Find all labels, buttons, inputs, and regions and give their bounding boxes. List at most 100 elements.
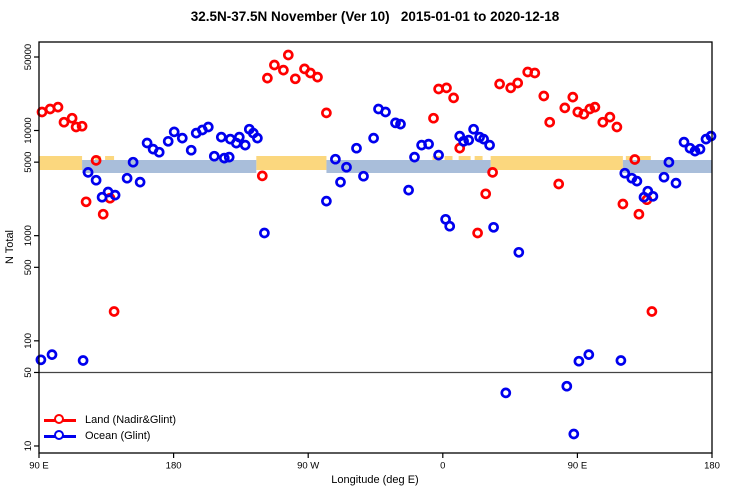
data-point-ocean	[127, 156, 139, 168]
legend-label-land: Land (Nadir&Glint)	[85, 414, 177, 426]
x-tick-label: 180	[166, 461, 182, 472]
y-axis-label: N Total	[4, 229, 16, 265]
data-point-ocean	[615, 355, 627, 366]
data-point-land	[269, 59, 280, 71]
data-point-ocean	[561, 380, 573, 392]
data-point-land	[505, 82, 517, 94]
data-point-land	[58, 116, 70, 128]
data-point-ocean	[358, 170, 369, 182]
data-point-ocean	[670, 177, 682, 189]
data-point-land	[70, 121, 82, 133]
x-tick-label: 90 W	[297, 461, 319, 472]
data-point-ocean	[77, 355, 89, 366]
data-point-land	[604, 111, 616, 123]
data-point-ocean	[90, 174, 102, 186]
data-point-ocean	[403, 184, 414, 196]
legend-item-land: Land (Nadir&Glint)	[44, 412, 176, 428]
data-point-ocean	[233, 131, 245, 143]
data-point-ocean	[409, 151, 420, 163]
data-point-ocean	[202, 121, 214, 133]
legend-label-ocean: Ocean (Glint)	[85, 430, 151, 442]
data-point-ocean	[335, 176, 346, 188]
data-point-land	[529, 67, 541, 79]
y-tick-label: 500	[23, 259, 34, 275]
y-tick-label: 50	[23, 367, 34, 378]
data-point-land	[584, 103, 596, 115]
data-point-land	[321, 107, 332, 119]
data-point-ocean	[619, 167, 631, 179]
data-point-ocean	[583, 349, 595, 360]
data-point-land	[629, 154, 641, 165]
ocean-series-marker-icon	[44, 430, 76, 442]
data-point-ocean	[631, 175, 643, 187]
data-point-ocean	[223, 151, 235, 163]
x-tick-label: 90 E	[29, 461, 49, 472]
data-point-ocean	[705, 130, 717, 142]
data-point-land	[66, 112, 78, 124]
data-point-land	[589, 101, 601, 113]
data-point-ocean	[484, 139, 495, 151]
plot-box	[38, 41, 713, 454]
x-axis-label: Longitude (deg E)	[331, 474, 419, 486]
ocean-band-segment	[82, 160, 257, 173]
data-point-ocean	[568, 428, 580, 440]
data-point-land	[289, 73, 301, 85]
data-point-ocean	[458, 135, 469, 147]
x-tick-label: 180	[704, 461, 720, 472]
data-point-ocean	[678, 136, 690, 148]
y-tick-label: 10	[23, 441, 34, 452]
data-point-land	[597, 116, 609, 128]
data-point-ocean	[478, 133, 489, 145]
ocean-band-segment	[326, 160, 491, 173]
data-point-ocean	[208, 150, 220, 162]
data-point-ocean	[468, 123, 479, 135]
data-point-ocean	[341, 161, 352, 173]
y-tick-label: 50000	[23, 44, 34, 70]
data-point-ocean	[35, 354, 47, 366]
data-point-land	[633, 208, 645, 220]
data-point-ocean	[215, 131, 227, 143]
data-point-ocean	[46, 349, 58, 360]
data-point-ocean	[380, 106, 391, 118]
data-point-land	[544, 116, 556, 128]
data-point-land	[480, 188, 492, 200]
data-point-ocean	[96, 191, 108, 203]
x-tick-label: 0	[440, 461, 445, 472]
legend: Land (Nadir&Glint) Ocean (Glint)	[44, 412, 176, 444]
data-point-ocean	[176, 132, 188, 144]
data-point-land	[611, 121, 623, 133]
data-point-land	[578, 108, 590, 120]
data-point-ocean	[689, 145, 701, 157]
data-point-land	[448, 92, 459, 104]
data-point-ocean	[321, 195, 332, 207]
data-point-land	[494, 78, 505, 90]
data-point-ocean	[185, 144, 197, 156]
data-point-ocean	[433, 149, 444, 161]
data-point-ocean	[368, 132, 379, 144]
data-point-land	[76, 120, 88, 132]
data-point-land	[487, 167, 498, 178]
data-point-land	[90, 155, 102, 166]
data-point-ocean	[500, 387, 512, 399]
x-tick-label: 90 E	[568, 461, 588, 472]
y-tick-label: 100	[23, 333, 34, 349]
data-point-land	[553, 178, 565, 190]
data-point-ocean	[663, 156, 675, 168]
land-series-marker-icon	[44, 414, 76, 426]
data-point-land	[256, 170, 268, 182]
data-point-ocean	[168, 126, 180, 138]
data-point-ocean	[573, 355, 585, 367]
data-point-land	[282, 49, 294, 61]
data-point-ocean	[513, 246, 525, 258]
data-point-ocean	[444, 220, 456, 232]
data-point-land	[278, 64, 289, 76]
data-point-ocean	[488, 221, 499, 233]
chart-title: 32.5N-37.5N November (Ver 10) 2015-01-01…	[190, 9, 560, 24]
data-point-land	[80, 196, 92, 208]
data-point-ocean	[82, 167, 94, 178]
data-point-ocean	[658, 171, 670, 183]
land-band-segment	[490, 156, 623, 170]
data-point-ocean	[252, 132, 263, 144]
data-point-land	[428, 112, 439, 124]
